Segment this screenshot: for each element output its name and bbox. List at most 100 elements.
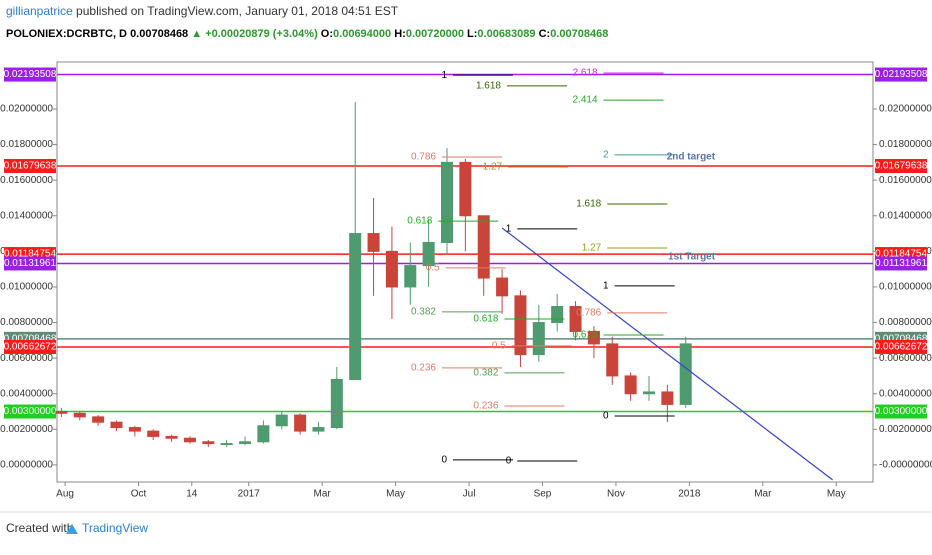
annotation: 0 [441, 455, 447, 466]
level-label: 0.00662672 [4, 342, 57, 353]
level-tag [4, 158, 56, 173]
annotation: 2.414 [573, 95, 598, 106]
x-tick-label: 14 [186, 489, 198, 500]
annotation: 0.618 [473, 314, 498, 325]
level-tag [4, 256, 56, 271]
y-tick-label: 0.01400000 [0, 210, 53, 221]
y-tick-label: 0.01000000 [0, 282, 53, 293]
candle-body [257, 425, 270, 443]
annotation: 0.382 [411, 307, 436, 318]
candle-body [679, 343, 692, 405]
level-tag [4, 67, 56, 82]
candle-body [661, 391, 674, 405]
price: 0.00708468 [130, 28, 188, 40]
logo [66, 524, 78, 534]
level-tag [4, 339, 56, 354]
footer-brand[interactable]: TradingView [82, 521, 148, 535]
level-label: 0.00300000 [4, 406, 57, 417]
candle-body [367, 233, 380, 252]
level-label: 0.00662672 [875, 342, 928, 353]
level-label: 0.00708468 [875, 333, 928, 344]
candle-body [275, 414, 288, 427]
annotation: 0.786 [411, 152, 436, 163]
candle-body [183, 437, 196, 443]
candle-body [404, 265, 417, 288]
x-tick-label: May [827, 489, 846, 500]
ohlc-value: 0.00720000 [406, 28, 464, 40]
y-tick-label: 0.00600000 [879, 353, 932, 364]
candle-body [92, 416, 105, 423]
candle-body [73, 412, 86, 418]
candle-body [385, 250, 398, 288]
candle-body [606, 343, 619, 377]
y-tick-label: 0.02000000 [0, 104, 53, 115]
annotation: 1st Target [668, 252, 716, 263]
ohlc-key: L: [467, 28, 477, 40]
published: published on TradingView.com, January 01… [76, 4, 399, 18]
annotation: 0.5 [492, 340, 506, 351]
candle-body [349, 233, 362, 380]
y-tick-label: 0.01800000 [879, 139, 932, 150]
candle-body [55, 411, 68, 414]
y-tick-label: 0.00400000 [879, 388, 932, 399]
annotation: 1.618 [576, 199, 601, 210]
level-label: 0.01184754 [4, 249, 57, 260]
annotation: 1 [441, 70, 447, 81]
level-label: 0.00300000 [875, 406, 928, 417]
candle-body [477, 215, 490, 279]
annotation: 0.382 [473, 368, 498, 379]
change: ▲ +0.00020879 (+3.04%) [191, 28, 318, 40]
y-tick-label: 0.00400000 [0, 388, 53, 399]
candle-body [440, 161, 454, 243]
y-tick-label: -0.00000000 [879, 460, 932, 471]
candle-body [202, 441, 215, 445]
plot-frame [56, 61, 874, 483]
ohlc-value: 0.00683089 [477, 28, 535, 40]
x-tick-label: Sep [534, 489, 552, 500]
candle-body [514, 295, 527, 356]
x-tick-label: Oct [131, 489, 147, 500]
annotation: 1 [506, 224, 512, 235]
level-label: 0.02193508 [875, 69, 928, 80]
y-tick-label: 0.00800000 [0, 317, 53, 328]
annotation: 2nd target [667, 152, 716, 163]
level-tag [875, 404, 927, 419]
candle-body [294, 414, 307, 432]
candle-body [312, 427, 325, 432]
annotation: 0.5 [426, 263, 440, 274]
y-tick-label: 0.01600000 [879, 175, 932, 186]
level-label: 0.01131961 [4, 258, 57, 269]
trendline [501, 227, 833, 481]
candle-body [330, 378, 343, 429]
candle-body [220, 443, 233, 446]
candle-body [165, 435, 178, 439]
candle-body [239, 441, 252, 445]
candle-body [587, 330, 600, 345]
level-label: 0.01184754 [875, 249, 928, 260]
annotation: 1.618 [476, 80, 501, 91]
y-tick-label: 0.00200000 [879, 424, 932, 435]
annotation: 0 [506, 456, 512, 467]
annotation: 0.618 [407, 216, 432, 227]
annotation: 0 [603, 411, 609, 422]
annotation: 1.27 [483, 162, 503, 173]
level-label: 0.00708468 [4, 333, 57, 344]
ohlc-key: O: [321, 28, 333, 40]
x-tick-label: Aug [56, 489, 74, 500]
author[interactable]: gillianpatrice [6, 4, 73, 18]
candle-body [128, 427, 141, 432]
y-tick-label: -0.00000000 [0, 460, 53, 471]
x-tick-label: 2018 [678, 489, 701, 500]
y-tick-label: 0.00800000 [879, 317, 932, 328]
y-tick-label: 0.01400000 [879, 210, 932, 221]
annotation: 1.27 [582, 243, 602, 254]
candle-body [624, 375, 637, 395]
footer-created: Created with [6, 521, 73, 535]
ohlc-value: 0.00694000 [333, 28, 391, 40]
level-tag [875, 339, 927, 354]
candle-body [551, 306, 564, 324]
candle-body [422, 241, 435, 267]
annotation: 0.786 [576, 308, 601, 319]
